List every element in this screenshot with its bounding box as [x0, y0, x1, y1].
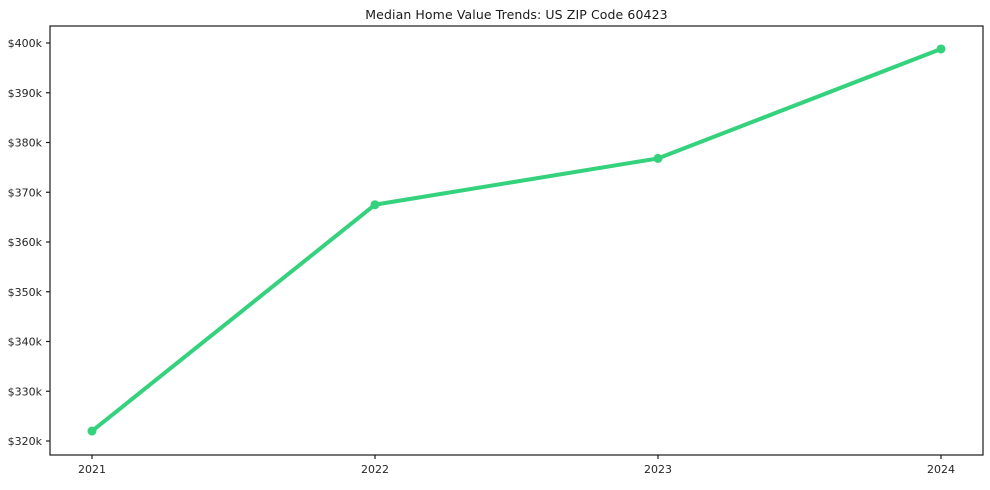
y-tick-label: $350k	[8, 286, 43, 299]
y-tick-label: $370k	[8, 186, 43, 199]
y-tick-label: $400k	[8, 37, 43, 50]
trend-line	[90, 46, 943, 434]
y-tick-label: $320k	[8, 435, 43, 448]
data-point-marker	[370, 200, 380, 210]
y-tick-label: $340k	[8, 336, 43, 349]
chart-title: Median Home Value Trends: US ZIP Code 60…	[365, 7, 668, 22]
plot-box	[49, 25, 984, 456]
x-tick-label: 2021	[78, 463, 106, 476]
y-tick-label: $360k	[8, 236, 43, 249]
data-point-marker	[936, 44, 946, 54]
data-point-marker	[87, 426, 97, 436]
x-tick-label: 2023	[644, 463, 672, 476]
y-tick-label: $380k	[8, 137, 43, 150]
y-tick-label: $330k	[8, 385, 43, 398]
x-tick-label: 2024	[927, 463, 955, 476]
x-tick-label: 2022	[361, 463, 389, 476]
y-tick-label: $390k	[8, 87, 43, 100]
data-point-marker	[653, 153, 663, 163]
